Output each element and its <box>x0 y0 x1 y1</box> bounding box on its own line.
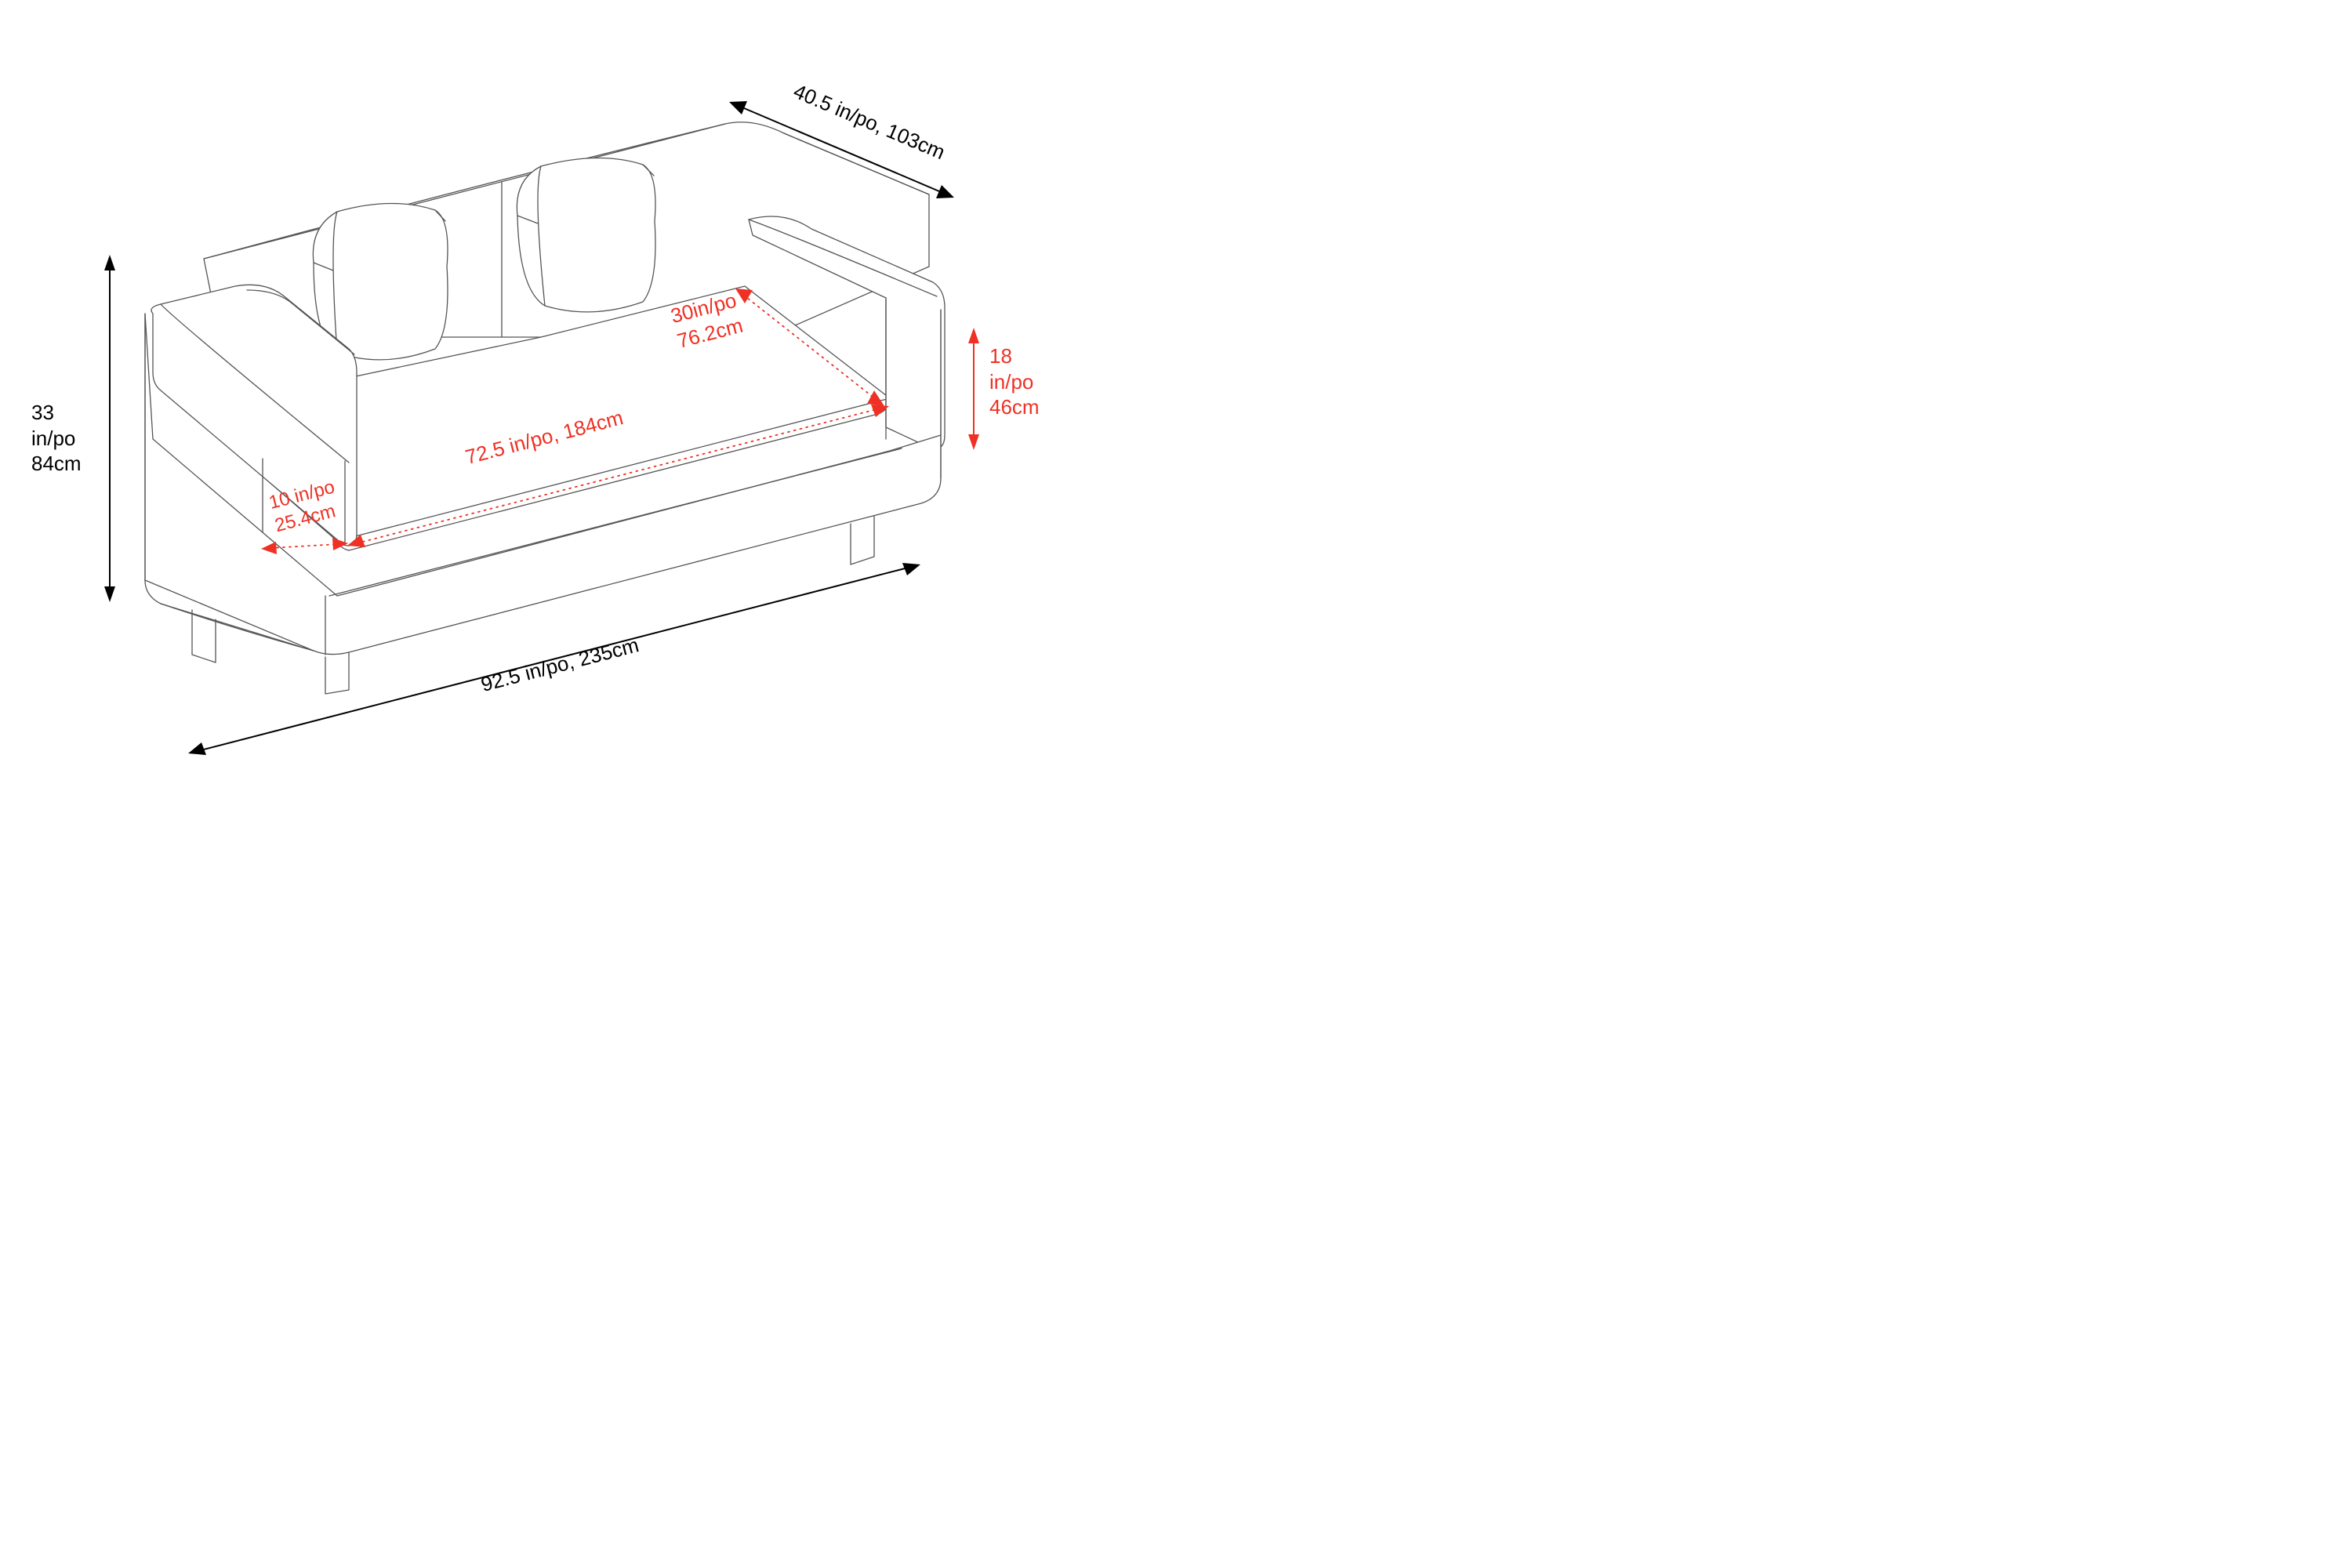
sofa-drawing <box>145 122 945 694</box>
diagram-svg <box>0 0 1176 784</box>
diagram-stage: 33 in/po 84cm 92.5 in/po, 235cm 40.5 in/… <box>0 0 1176 784</box>
